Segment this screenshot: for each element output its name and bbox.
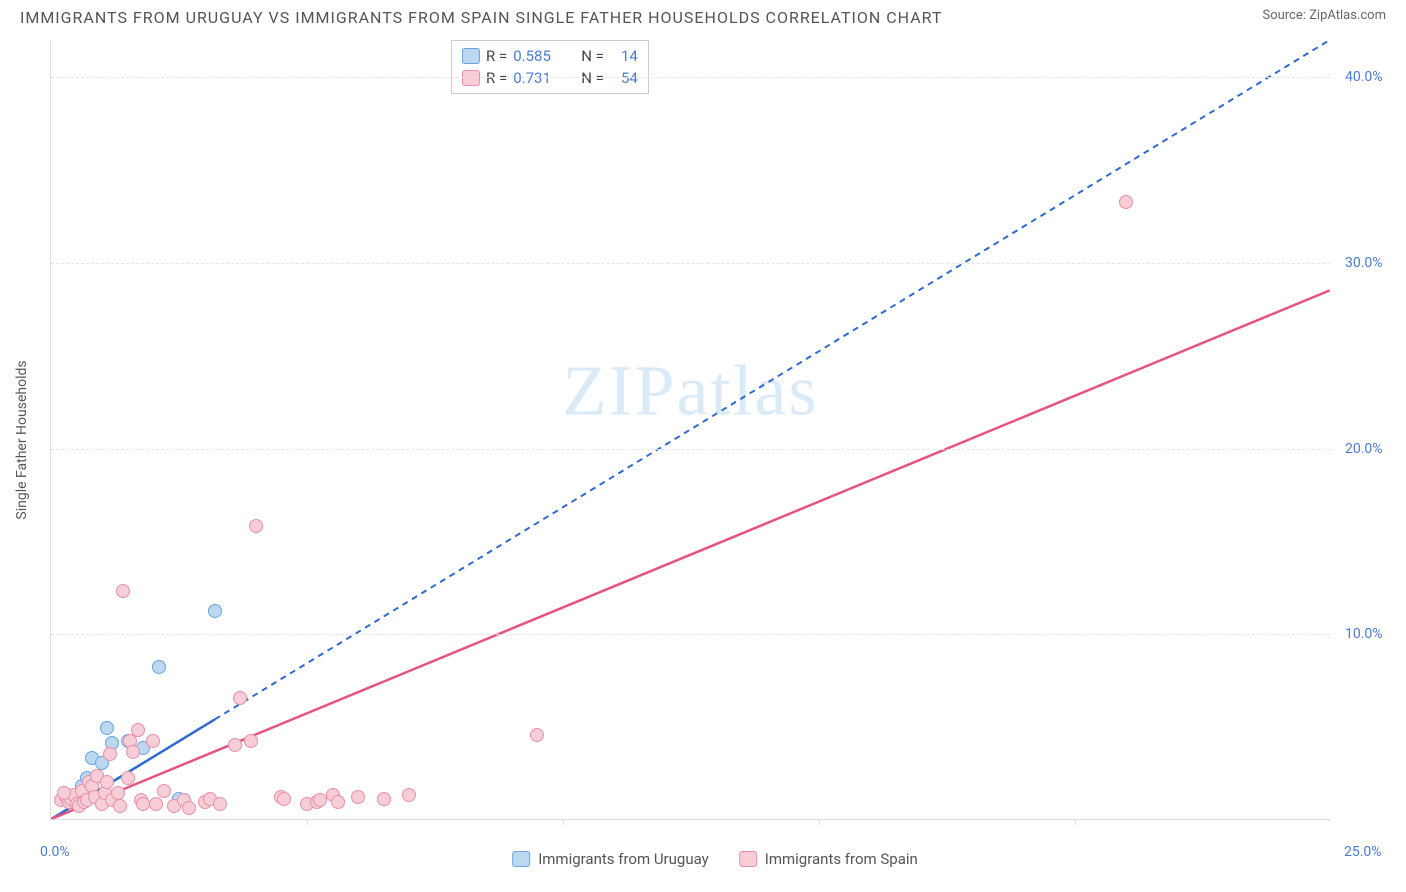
n-label: N = xyxy=(581,47,604,65)
chart-area: Single Father Households ZIPatlas R =0.5… xyxy=(50,40,1380,840)
data-point xyxy=(146,734,160,748)
header: IMMIGRANTS FROM URUGUAY VS IMMIGRANTS FR… xyxy=(0,0,1406,31)
data-point xyxy=(244,734,258,748)
stats-row: R = 0.585 N = 14 xyxy=(462,45,638,67)
data-point xyxy=(116,584,130,598)
y-tick-label: 30.0% xyxy=(1345,255,1383,271)
swatch-icon xyxy=(512,851,530,867)
plot-area: ZIPatlas R =0.585N =14R =0.731N =54 10.0… xyxy=(50,40,1330,820)
data-point xyxy=(113,799,127,813)
legend-label: Immigrants from Uruguay xyxy=(538,850,709,868)
data-point xyxy=(103,747,117,761)
data-point xyxy=(331,795,345,809)
data-point xyxy=(182,801,196,815)
data-point xyxy=(213,797,227,811)
x-origin-label: 0.0% xyxy=(40,844,70,860)
y-tick-label: 40.0% xyxy=(1345,69,1383,85)
data-point xyxy=(149,797,163,811)
data-point xyxy=(157,784,171,798)
gridline xyxy=(51,263,1330,264)
x-tick xyxy=(819,819,820,825)
trend-line-dashed xyxy=(215,40,1330,719)
data-point xyxy=(208,604,222,618)
n-value: 14 xyxy=(610,47,638,65)
r-value: 0.585 xyxy=(513,47,565,65)
gridline xyxy=(51,449,1330,450)
data-point xyxy=(228,738,242,752)
data-point xyxy=(111,786,125,800)
data-point xyxy=(57,786,71,800)
data-point xyxy=(233,691,247,705)
swatch-icon xyxy=(462,48,480,64)
x-end-label: 25.0% xyxy=(1344,844,1382,860)
source-label: Source: ZipAtlas.com xyxy=(1262,8,1386,23)
r-label: R = xyxy=(486,47,507,65)
data-point xyxy=(126,745,140,759)
y-axis-title: Single Father Households xyxy=(14,360,30,519)
data-point xyxy=(131,723,145,737)
bottom-legend: Immigrants from Uruguay Immigrants from S… xyxy=(512,850,918,868)
x-tick xyxy=(563,819,564,825)
data-point xyxy=(351,790,365,804)
chart-title: IMMIGRANTS FROM URUGUAY VS IMMIGRANTS FR… xyxy=(20,8,942,27)
source-prefix: Source: xyxy=(1262,8,1309,23)
swatch-icon xyxy=(739,851,757,867)
data-point xyxy=(121,771,135,785)
data-point xyxy=(530,728,544,742)
data-point xyxy=(1119,195,1133,209)
x-tick xyxy=(307,819,308,825)
y-tick-label: 10.0% xyxy=(1345,626,1383,642)
watermark: ZIPatlas xyxy=(563,349,819,432)
data-point xyxy=(277,792,291,806)
legend-label: Immigrants from Spain xyxy=(765,850,918,868)
legend-item: Immigrants from Uruguay xyxy=(512,850,709,868)
data-point xyxy=(100,721,114,735)
gridline xyxy=(51,634,1330,635)
legend-item: Immigrants from Spain xyxy=(739,850,918,868)
data-point xyxy=(152,660,166,674)
data-point xyxy=(402,788,416,802)
gridline xyxy=(51,77,1330,78)
data-point xyxy=(249,519,263,533)
stats-box: R =0.585N =14R =0.731N =54 xyxy=(451,40,649,94)
data-point xyxy=(377,792,391,806)
source-name: ZipAtlas.com xyxy=(1309,8,1386,23)
y-tick-label: 20.0% xyxy=(1345,441,1383,457)
x-tick xyxy=(1075,819,1076,825)
